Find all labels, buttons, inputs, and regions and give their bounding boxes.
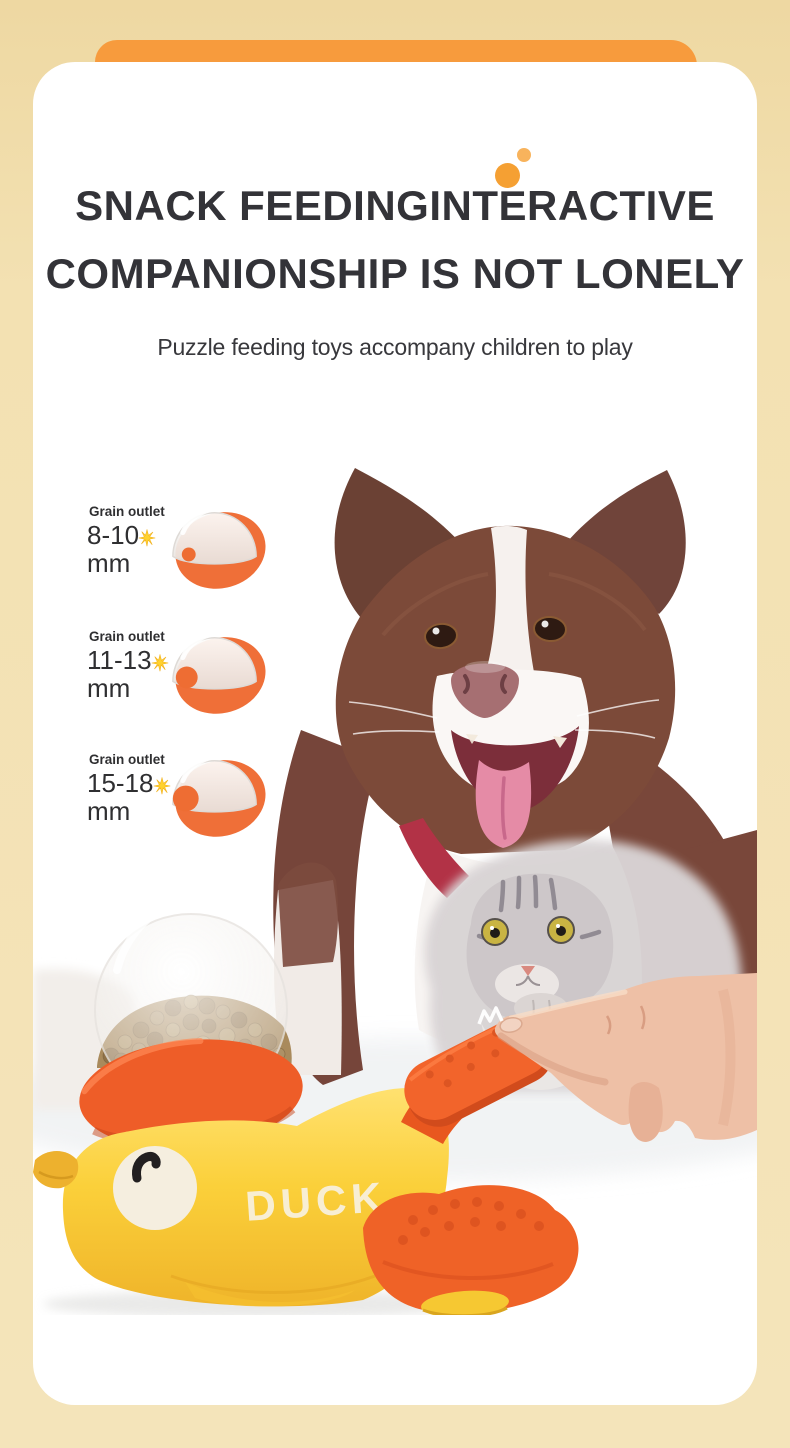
cat-pupil bbox=[556, 926, 566, 936]
grain-outlet-image bbox=[172, 754, 266, 837]
duck-body bbox=[62, 1088, 449, 1307]
dog-nose-shine bbox=[465, 661, 505, 673]
dog-left-ear bbox=[334, 468, 465, 618]
dog-whiskers bbox=[348, 699, 660, 739]
decor-dot-small-icon bbox=[517, 148, 531, 162]
finger-highlight bbox=[508, 989, 628, 1021]
dog-collar bbox=[399, 818, 469, 898]
dog-blaze bbox=[481, 525, 537, 688]
duck-pupil bbox=[132, 1152, 161, 1183]
cat-mouth bbox=[515, 975, 541, 986]
grain-outlet-callout-1: Grain outlet 8-10 mm bbox=[85, 500, 305, 608]
sparkle-icon bbox=[138, 528, 156, 546]
product-photo-scene: DUCK bbox=[33, 468, 757, 1315]
grain-outlet-callout-2: Grain outlet 11-13 mm bbox=[85, 625, 305, 733]
grain-outlet-label: Grain outlet bbox=[89, 504, 165, 519]
duck-beak bbox=[33, 1151, 79, 1189]
grain-outlet-callout-3: Grain outlet 15-18 mm bbox=[85, 748, 305, 856]
subtitle: Puzzle feeding toys accompany children t… bbox=[157, 334, 633, 360]
content-card: SNACK FEEDINGINTERACTIVE COMPANIONSHIP I… bbox=[33, 62, 757, 1405]
headline-line2: COMPANIONSHIP IS NOT LONELY bbox=[45, 250, 745, 297]
grain-size-unit: mm bbox=[87, 796, 131, 826]
hand-illustration bbox=[494, 973, 757, 1142]
duck-foot-base bbox=[421, 1290, 509, 1315]
dog-leg-patch bbox=[278, 862, 339, 967]
dog-nose bbox=[451, 663, 519, 718]
duck-foot-ridge bbox=[382, 1260, 554, 1280]
dog-fur-line bbox=[548, 572, 647, 632]
sparkle-icon bbox=[153, 776, 170, 794]
knuckle-creases bbox=[605, 1005, 646, 1035]
grain-size-value: 8-10 bbox=[87, 520, 140, 550]
thumb bbox=[628, 1082, 663, 1142]
dog-teeth bbox=[466, 734, 478, 744]
duck-wing-flap bbox=[185, 1282, 355, 1307]
grain-size-unit: mm bbox=[87, 548, 131, 578]
grain-size-unit: mm bbox=[87, 673, 131, 703]
duck-wing-seam bbox=[170, 1274, 376, 1294]
cat-eye-highlight bbox=[556, 924, 560, 928]
cat-nose bbox=[521, 966, 535, 976]
duck-beak-line bbox=[38, 1170, 74, 1180]
tap-sparkle-icon bbox=[477, 1006, 504, 1025]
sparkle-icon bbox=[151, 653, 168, 671]
dog-right-ear bbox=[567, 470, 686, 614]
dog-fur-line bbox=[381, 572, 489, 637]
dog-nostril bbox=[500, 674, 507, 694]
pointing-hand bbox=[494, 973, 757, 1140]
grain-outlet-label: Grain outlet bbox=[89, 752, 165, 767]
grain-outlet-label: Grain outlet bbox=[89, 629, 165, 644]
duck-foot-base-edge bbox=[422, 1306, 508, 1315]
cat-stripes bbox=[476, 874, 602, 944]
decor-dot-large-icon bbox=[495, 163, 520, 188]
finger-shading bbox=[497, 1032, 609, 1086]
duck-foot-bumps bbox=[398, 1197, 544, 1245]
grain-size-value: 15-18 bbox=[87, 768, 154, 798]
dog-teeth bbox=[553, 736, 567, 748]
cat-eye-highlight bbox=[490, 926, 494, 930]
duck-wordmark: DUCK bbox=[244, 1173, 388, 1230]
headline-line1: SNACK FEEDINGINTERACTIVE bbox=[75, 182, 715, 229]
dog-eye-highlight bbox=[541, 620, 549, 628]
wrist-shading bbox=[718, 988, 736, 1127]
dog-eye-highlight bbox=[432, 627, 440, 635]
fingernail bbox=[499, 1017, 523, 1033]
dog-nostril bbox=[463, 674, 470, 694]
grain-outlet-image bbox=[172, 506, 266, 589]
dome-highlight bbox=[113, 888, 217, 974]
dog-tongue-groove bbox=[500, 776, 507, 840]
grain-outlet-image bbox=[172, 631, 266, 714]
grain-size-value: 11-13 bbox=[87, 645, 152, 675]
cat-pupil bbox=[490, 928, 500, 938]
